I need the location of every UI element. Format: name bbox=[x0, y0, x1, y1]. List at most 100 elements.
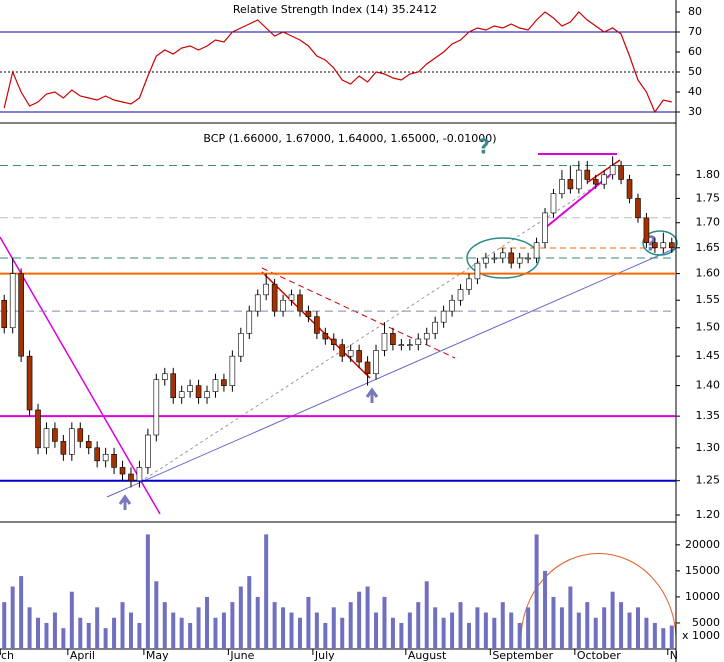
volume-bar bbox=[492, 617, 497, 649]
candle-body bbox=[364, 361, 371, 375]
candle-body bbox=[576, 169, 582, 190]
volume-bar bbox=[306, 596, 311, 649]
candle-body bbox=[592, 179, 599, 185]
y-tick-label: 1.60 bbox=[696, 267, 721, 280]
candle-body bbox=[559, 179, 565, 194]
trendline bbox=[0, 236, 161, 515]
volume-bar bbox=[416, 602, 421, 649]
volume-bar bbox=[19, 576, 24, 649]
volume-bar bbox=[230, 602, 235, 649]
y-tick-label: 1.25 bbox=[696, 474, 721, 487]
candle-body bbox=[635, 198, 641, 219]
x-tick-label: April bbox=[70, 649, 95, 662]
x-tick-label: July bbox=[314, 649, 335, 662]
volume-bar bbox=[272, 602, 277, 649]
volume-bar bbox=[61, 628, 66, 649]
volume-bar bbox=[382, 596, 387, 649]
candle-body bbox=[161, 373, 168, 380]
candle-body bbox=[77, 428, 84, 442]
volume-bar bbox=[450, 612, 455, 649]
y-tick-label: 1.55 bbox=[696, 293, 721, 306]
annotation: ? bbox=[645, 232, 657, 256]
candle-body bbox=[432, 321, 438, 334]
candle-body bbox=[516, 257, 523, 264]
candle-body bbox=[69, 428, 75, 455]
candle-body bbox=[212, 379, 219, 392]
volume-bar bbox=[179, 617, 184, 649]
candle-body bbox=[94, 447, 100, 462]
candle-body bbox=[35, 409, 41, 449]
volume-bar bbox=[669, 625, 674, 649]
y-tick-label: 70 bbox=[688, 25, 702, 38]
volume-bar bbox=[644, 617, 649, 649]
volume-bar bbox=[205, 596, 210, 649]
volume-bar bbox=[357, 591, 362, 649]
volume-bar bbox=[627, 612, 632, 649]
volume-bar bbox=[221, 612, 226, 649]
candle-body bbox=[297, 294, 303, 312]
volume-bar bbox=[52, 612, 57, 649]
candle-body bbox=[314, 316, 320, 334]
volume-bar bbox=[289, 612, 294, 649]
volume-bar bbox=[585, 602, 590, 649]
candle-body bbox=[18, 273, 24, 357]
candle-body bbox=[145, 434, 151, 468]
candle-body bbox=[221, 379, 227, 386]
x-tick-label: September bbox=[492, 649, 553, 662]
y-tick-label: 1.35 bbox=[696, 409, 721, 422]
volume-bar bbox=[509, 612, 514, 649]
y-tick-label: 1.65 bbox=[696, 241, 721, 254]
candle-body bbox=[381, 333, 388, 351]
volume-bar bbox=[458, 602, 463, 649]
candle-body bbox=[499, 252, 506, 259]
volume-bar bbox=[593, 617, 598, 649]
volume-bar bbox=[171, 612, 176, 649]
y-tick-label: 40 bbox=[688, 85, 702, 98]
candle-body bbox=[238, 333, 244, 357]
rsi-title: Relative Strength Index (14) 35.2412 bbox=[233, 3, 437, 16]
candle-body bbox=[43, 428, 50, 449]
y-tick-label: 30 bbox=[688, 105, 702, 118]
volume-bar bbox=[137, 622, 142, 649]
volume-bar bbox=[154, 581, 159, 649]
y-tick-label: 20000 bbox=[685, 538, 720, 551]
candle-body bbox=[195, 385, 202, 399]
candle-body bbox=[85, 441, 92, 449]
candle-body bbox=[288, 294, 295, 301]
y-tick-label: 1.80 bbox=[696, 168, 721, 181]
candle-body bbox=[187, 385, 193, 392]
y-tick-label: 1.30 bbox=[696, 441, 721, 454]
volume-bar bbox=[602, 607, 607, 649]
volume-bar bbox=[95, 607, 100, 649]
x-tick-label: October bbox=[577, 649, 621, 662]
y-tick-label: 1.45 bbox=[696, 349, 721, 362]
volume-bar bbox=[365, 586, 370, 649]
candle-body bbox=[474, 262, 481, 280]
volume-bar bbox=[424, 581, 429, 649]
candle-body bbox=[525, 257, 531, 260]
volume-bar bbox=[500, 602, 505, 649]
candle-body bbox=[390, 333, 396, 345]
candle-body bbox=[1, 299, 8, 329]
candle-body bbox=[280, 299, 286, 312]
highlight-ellipse bbox=[642, 230, 678, 256]
volume-bar bbox=[10, 586, 15, 649]
candle-body bbox=[229, 355, 236, 386]
candle-body bbox=[652, 242, 658, 249]
volume-bar bbox=[314, 612, 319, 649]
candle-body bbox=[618, 165, 624, 180]
candle-body bbox=[550, 193, 557, 214]
arrow bbox=[118, 494, 132, 510]
candle-body bbox=[542, 212, 548, 244]
x-tick-label: N bbox=[670, 649, 678, 662]
candle-body bbox=[601, 174, 607, 185]
volume-bar bbox=[128, 612, 133, 649]
volume-bar bbox=[610, 591, 615, 649]
volume-bar bbox=[374, 612, 379, 649]
candle-body bbox=[356, 350, 362, 363]
candle-body bbox=[533, 242, 540, 259]
volume-bar bbox=[255, 596, 260, 649]
volume-bar bbox=[103, 628, 108, 649]
y-tick-label: 5000 bbox=[692, 616, 720, 629]
